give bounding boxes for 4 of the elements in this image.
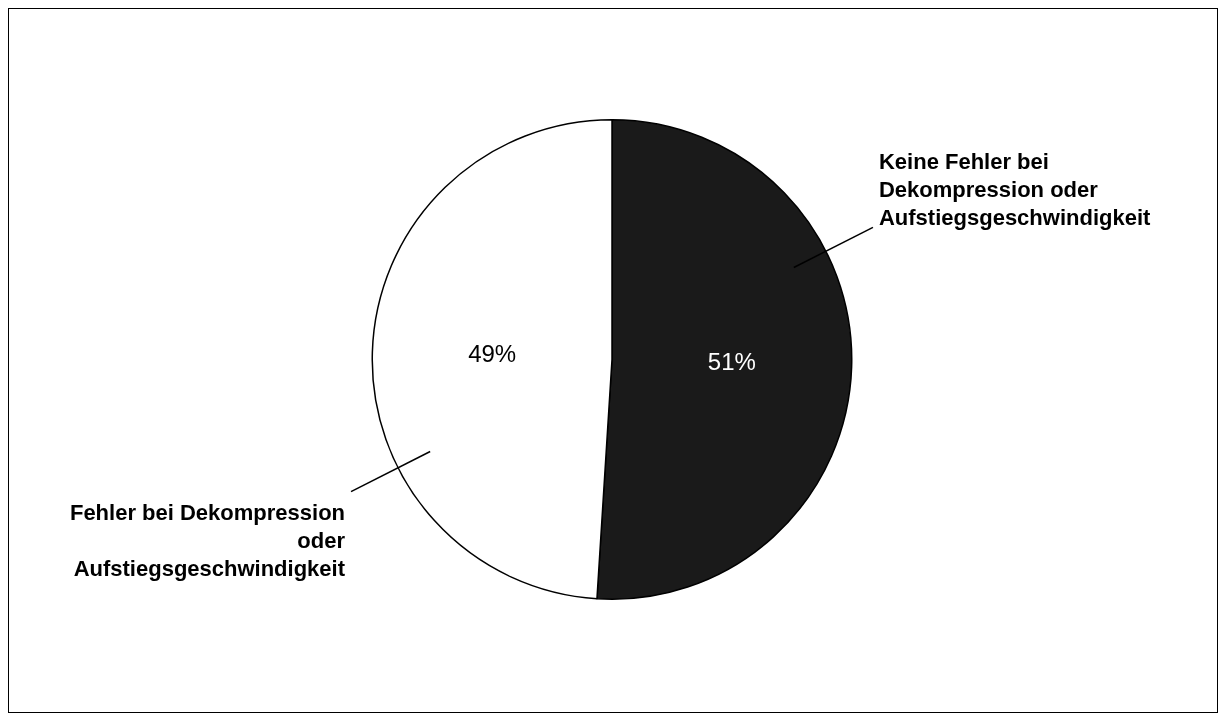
slice-label: Fehler bei Dekompression oder Aufstiegsgeschwindigkeit — [69, 499, 346, 581]
slice-label: Keine Fehler bei Dekompression oder Aufstiegsgeschwindigkeit — [878, 149, 1152, 231]
data-label: 51% — [707, 347, 756, 375]
data-label: 49% — [468, 340, 517, 368]
